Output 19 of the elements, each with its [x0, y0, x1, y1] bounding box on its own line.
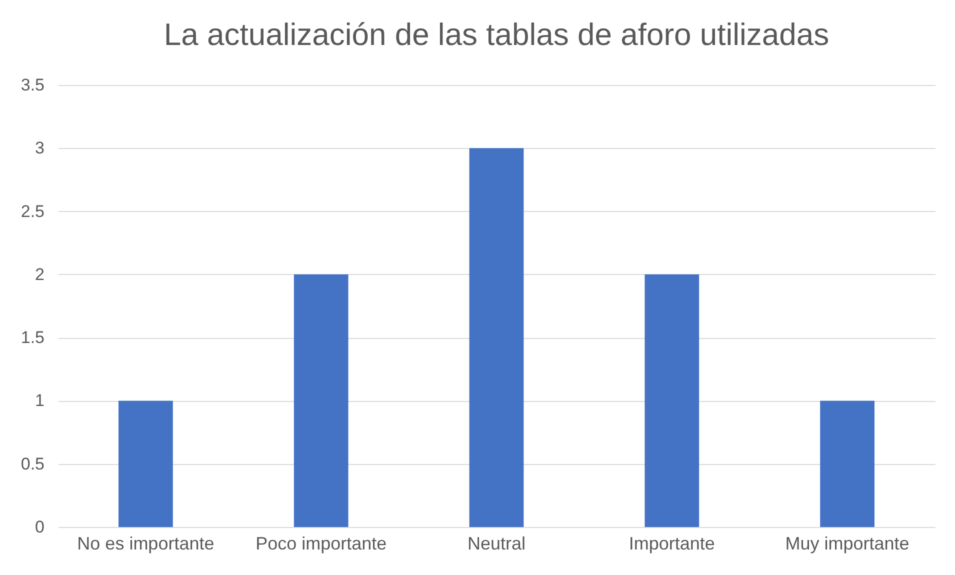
bar: [820, 400, 874, 527]
y-tick-label: 3: [35, 138, 44, 158]
y-tick-label: 1: [35, 391, 44, 410]
x-tick-label: Importante: [628, 534, 715, 554]
y-tick-label: 1.5: [20, 328, 44, 348]
bar: [118, 400, 173, 527]
y-tick-label: 3.5: [20, 76, 44, 94]
y-tick-label: 2.5: [20, 202, 44, 221]
x-tick-label: Neutral: [467, 534, 526, 554]
x-tick-label: Poco importante: [256, 534, 387, 554]
y-tick-label: 2: [35, 264, 44, 284]
y-tick-label: 0: [35, 518, 44, 536]
x-tick-label: Muy importante: [785, 534, 910, 554]
chart-title: La actualización de las tablas de aforo utilizadas: [164, 17, 830, 52]
y-tick-label: 0.5: [20, 454, 44, 474]
bar: [644, 274, 700, 527]
bar: [469, 148, 524, 527]
x-tick-label: No es importante: [77, 534, 214, 554]
bar: [294, 274, 348, 527]
